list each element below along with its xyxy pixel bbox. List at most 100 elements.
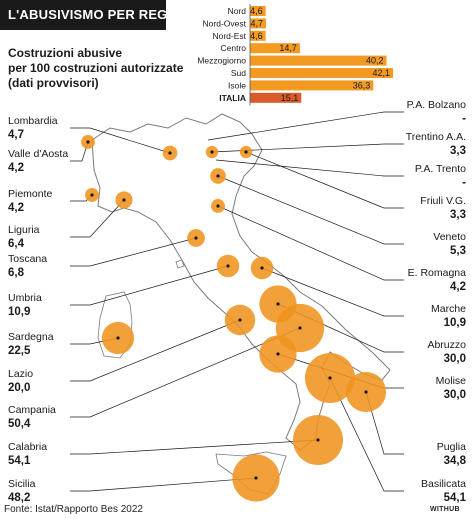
region-name-p-a-trento: P.A. Trento bbox=[415, 163, 466, 175]
bubble-center-calabria bbox=[316, 438, 320, 442]
region-name-valle-d-aosta: Valle d'Aosta bbox=[8, 148, 68, 160]
region-value-toscana: 6,8 bbox=[8, 267, 25, 279]
region-value-p-a-bolzano: - bbox=[462, 113, 466, 125]
region-name-puglia: Puglia bbox=[437, 441, 466, 453]
bubble-center-umbria bbox=[226, 264, 230, 268]
bubble-center-toscana bbox=[194, 236, 198, 240]
region-name-friuli-v-g: Friuli V.G. bbox=[420, 195, 466, 207]
leader-line-basilicata bbox=[329, 377, 404, 492]
bar-nord-est bbox=[250, 30, 266, 41]
page-title: L'ABUSIVISMO PER REGIONI bbox=[8, 7, 196, 22]
bar-label-nord-est: Nord-Est bbox=[212, 31, 246, 41]
region-value-campania: 50,4 bbox=[8, 418, 31, 430]
region-value-trentino-a-a: 3,3 bbox=[450, 145, 466, 157]
bubble-center-campania bbox=[298, 326, 302, 330]
bar-value-nord-est: 4,6 bbox=[250, 31, 263, 41]
leader-line-liguria bbox=[70, 199, 125, 238]
bubble-center-puglia bbox=[364, 390, 368, 394]
bubble-center-basilicata bbox=[328, 376, 332, 380]
bar-label-italia: ITALIA bbox=[219, 93, 246, 103]
bar-label-nord: Nord bbox=[228, 6, 247, 16]
region-name-liguria: Liguria bbox=[8, 224, 40, 236]
bubble-center-lombardia bbox=[168, 151, 172, 155]
region-name-umbria: Umbria bbox=[8, 292, 42, 304]
region-value-basilicata: 54,1 bbox=[444, 492, 467, 504]
bubble-center-friuli-v-g bbox=[244, 150, 248, 154]
region-value-valle-d-aosta: 4,2 bbox=[8, 162, 24, 174]
bar-value-mezzogiorno: 40,2 bbox=[366, 56, 384, 66]
region-name-e-romagna: E. Romagna bbox=[408, 267, 467, 279]
bubble-center-liguria bbox=[122, 198, 126, 202]
bubble-center-marche bbox=[260, 266, 264, 270]
bubble-center-veneto bbox=[216, 174, 220, 178]
region-value-lombardia: 4,7 bbox=[8, 129, 24, 141]
chart-subtitle: Costruzioni abusive per 100 costruzioni … bbox=[8, 46, 184, 90]
italy-mainland-shape bbox=[91, 113, 391, 451]
bar-italia bbox=[250, 92, 302, 103]
leader-line-e-romagna bbox=[217, 205, 404, 281]
region-value-marche: 10,9 bbox=[444, 317, 466, 329]
bar-label-sud: Sud bbox=[231, 68, 246, 78]
leader-line-friuli-v-g bbox=[245, 151, 404, 209]
region-value-friuli-v-g: 3,3 bbox=[450, 209, 466, 221]
bar-label-centro: Centro bbox=[220, 43, 246, 53]
leader-line-toscana bbox=[70, 237, 197, 267]
region-value-piemonte: 4,2 bbox=[8, 202, 24, 214]
bar-label-isole: Isole bbox=[228, 80, 246, 90]
bubble-center-valle-d-aosta bbox=[86, 140, 90, 144]
leader-line-campania bbox=[70, 327, 301, 418]
brand-logo-text: WITHUB bbox=[430, 506, 460, 513]
region-name-lombardia: Lombardia bbox=[8, 115, 58, 127]
region-value-puglia: 34,8 bbox=[444, 455, 467, 467]
region-name-marche: Marche bbox=[431, 303, 466, 315]
elba-shape bbox=[175, 259, 185, 269]
bar-nord bbox=[250, 6, 266, 16]
bubble-center-sicilia bbox=[254, 476, 258, 480]
bubble-center-abruzzo bbox=[276, 302, 280, 306]
bubble-center-sardegna bbox=[116, 336, 120, 340]
leader-line-p-a-bolzano bbox=[207, 111, 404, 141]
title-bar: L'ABUSIVISMO PER REGIONI bbox=[0, 0, 195, 30]
bar-centro bbox=[250, 43, 300, 54]
leader-line-p-a-trento bbox=[215, 159, 404, 177]
region-value-abruzzo: 30,0 bbox=[444, 353, 466, 365]
leader-line-marche bbox=[261, 267, 404, 317]
region-labels: Lombardia 4,7 Valle d'Aosta 4,2 Piemonte 4,2 L… bbox=[8, 99, 467, 504]
bubble-center-trentino-a-a bbox=[210, 150, 214, 154]
region-name-basilicata: Basilicata bbox=[421, 478, 466, 490]
region-value-liguria: 6,4 bbox=[8, 238, 25, 250]
region-name-abruzzo: Abruzzo bbox=[427, 339, 466, 351]
region-value-sardegna: 22,5 bbox=[8, 345, 31, 357]
region-value-e-romagna: 4,2 bbox=[450, 281, 466, 293]
region-value-umbria: 10,9 bbox=[8, 306, 30, 318]
bar-value-sud: 42,1 bbox=[372, 68, 390, 78]
region-name-lazio: Lazio bbox=[8, 368, 33, 380]
bar-label-nord-ovest: Nord-Ovest bbox=[203, 18, 247, 28]
region-name-veneto: Veneto bbox=[433, 231, 466, 243]
region-value-lazio: 20,0 bbox=[8, 382, 30, 394]
bar-value-nord-ovest: 4,7 bbox=[250, 18, 263, 28]
region-bubbles bbox=[81, 135, 387, 502]
bar-value-nord: 4,6 bbox=[250, 6, 263, 16]
bubble-center-lazio bbox=[238, 318, 242, 322]
bar-nord-ovest bbox=[250, 18, 266, 29]
leader-line-calabria bbox=[70, 439, 319, 455]
leader-line-trentino-a-a bbox=[211, 143, 404, 153]
region-name-calabria: Calabria bbox=[8, 441, 47, 453]
region-name-toscana: Toscana bbox=[8, 253, 47, 265]
bar-sud bbox=[250, 68, 393, 78]
bar-label-mezzogiorno: Mezzogiorno bbox=[197, 56, 246, 66]
region-name-p-a-bolzano: P.A. Bolzano bbox=[407, 99, 467, 111]
leader-line-lazio bbox=[70, 319, 241, 382]
region-name-piemonte: Piemonte bbox=[8, 188, 53, 200]
region-name-sardegna: Sardegna bbox=[8, 331, 54, 343]
region-value-molise: 30,0 bbox=[444, 389, 466, 401]
italy-map bbox=[91, 113, 391, 495]
source-note: Fonte: Istat/Rapporto Bes 2022 bbox=[4, 504, 143, 515]
bar-value-centro: 14,7 bbox=[279, 43, 297, 53]
region-value-p-a-trento: - bbox=[462, 177, 466, 189]
leader-line-lombardia bbox=[70, 127, 171, 154]
leader-line-puglia bbox=[365, 391, 404, 455]
region-name-sicilia: Sicilia bbox=[8, 478, 36, 490]
